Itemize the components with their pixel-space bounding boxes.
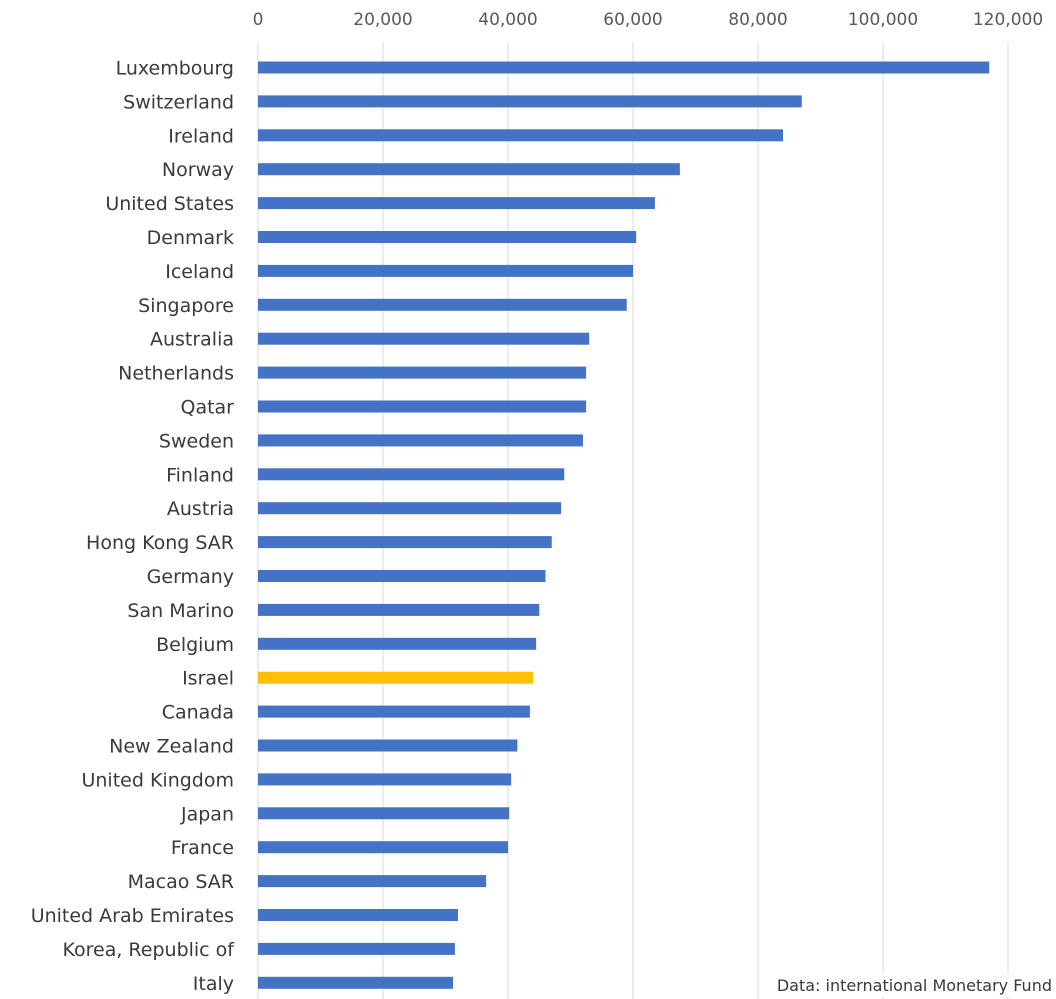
category-label: Norway	[162, 159, 234, 181]
category-label: Germany	[147, 566, 234, 588]
category-label: Iceland	[165, 261, 234, 283]
bar	[258, 197, 655, 210]
category-labels: Luxembourg Switzerland Ireland Norway United…	[31, 58, 236, 995]
bar	[258, 739, 518, 752]
category-label: United States	[105, 193, 234, 215]
category-label: San Marino	[127, 600, 234, 622]
category-label: Finland	[166, 464, 234, 486]
bar	[258, 705, 530, 718]
bar	[258, 61, 990, 74]
category-label: Luxembourg	[116, 58, 234, 80]
bar	[258, 841, 508, 854]
category-label: United Arab Emirates	[31, 905, 234, 927]
category-label: Denmark	[147, 227, 234, 249]
category-label: Italy	[193, 973, 234, 995]
bar	[258, 570, 546, 582]
x-tick-label: 0	[253, 10, 264, 30]
bar	[258, 536, 552, 549]
category-label: United Kingdom	[81, 769, 234, 791]
x-tick-label: 100,000	[848, 10, 918, 30]
bars	[258, 61, 990, 989]
bar	[258, 875, 487, 888]
category-label: Netherlands	[118, 363, 234, 385]
category-label: Belgium	[156, 634, 234, 656]
bar	[258, 502, 562, 515]
x-tick-label: 20,000	[353, 10, 412, 30]
category-label: Switzerland	[123, 91, 234, 113]
bar	[258, 129, 783, 142]
bar	[258, 95, 802, 108]
x-tick-label: 120,000	[973, 10, 1043, 30]
bar	[258, 468, 565, 481]
category-label: Hong Kong SAR	[86, 532, 234, 554]
category-label: New Zealand	[109, 736, 234, 758]
x-tick-label: 40,000	[478, 10, 537, 30]
category-label: Austria	[167, 498, 234, 520]
bar	[258, 637, 537, 650]
bar-highlighted	[258, 671, 533, 684]
source-note: Data: international Monetary Fund	[770, 974, 1052, 997]
category-label: Qatar	[180, 397, 234, 419]
bar	[258, 976, 453, 989]
bar	[258, 231, 637, 243]
x-tick-label: 60,000	[603, 10, 662, 30]
category-label: Korea, Republic of	[62, 939, 235, 961]
x-tick-label: 80,000	[728, 10, 787, 30]
bar	[258, 400, 587, 413]
category-label: Singapore	[138, 295, 234, 317]
bar	[258, 366, 587, 379]
bar	[258, 332, 590, 345]
x-axis-tick-labels: 0 20,000 40,000 60,000 80,000 100,000 120,000	[253, 10, 1044, 30]
category-label: Japan	[180, 803, 234, 825]
category-label: Canada	[162, 702, 234, 724]
bar	[258, 163, 680, 176]
category-label: France	[171, 837, 234, 859]
category-label: Ireland	[168, 125, 234, 147]
bar	[258, 773, 512, 786]
bar	[258, 909, 458, 921]
bar	[258, 264, 633, 277]
bar	[258, 603, 540, 616]
bar	[258, 298, 627, 311]
bar	[258, 434, 583, 447]
bar	[258, 807, 510, 820]
category-label: Israel	[182, 668, 234, 690]
bar	[258, 942, 455, 955]
category-label: Australia	[150, 329, 234, 351]
gridlines	[257, 42, 1009, 999]
category-label: Macao SAR	[128, 871, 234, 893]
category-label: Sweden	[159, 430, 234, 452]
